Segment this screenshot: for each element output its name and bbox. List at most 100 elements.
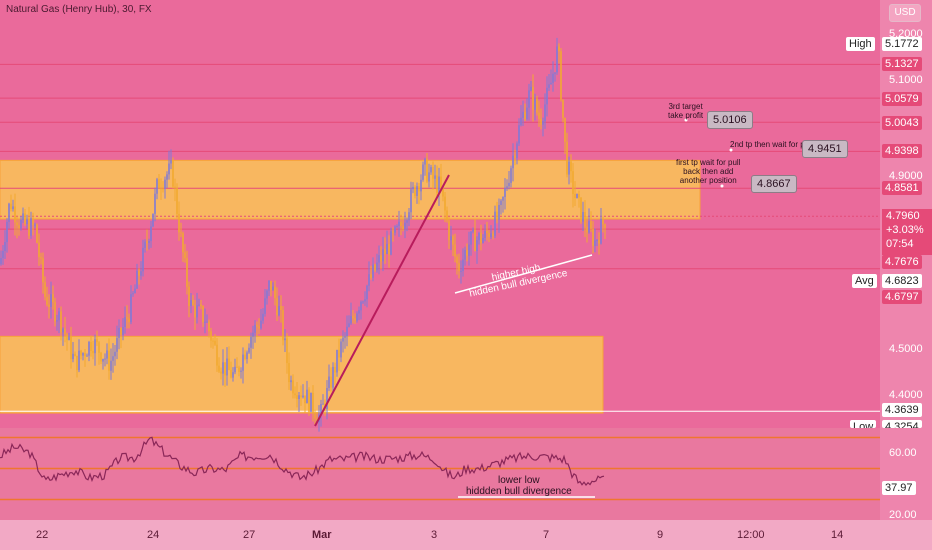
candle-body — [204, 321, 206, 323]
price-tick: 4.9000 — [889, 170, 923, 182]
time-tick: 12:00 — [737, 529, 765, 541]
candle-body — [596, 240, 598, 242]
candle-body — [242, 354, 244, 371]
candle-body — [300, 395, 302, 398]
candle-body — [212, 340, 214, 342]
candle-body — [188, 286, 190, 307]
rsi-div-line-1: lower low — [497, 475, 540, 486]
candle-body — [294, 393, 296, 396]
candle-body — [180, 232, 182, 234]
candle-body — [290, 380, 292, 383]
candle-body — [14, 206, 16, 223]
price-tick: 4.4000 — [889, 389, 923, 401]
candle-body — [488, 233, 490, 238]
candle-body — [78, 350, 80, 371]
candle-body — [536, 98, 538, 113]
candle-body — [184, 252, 186, 259]
candle-body — [552, 73, 554, 83]
candle-body — [482, 237, 484, 244]
candle-body — [160, 188, 162, 190]
candle-body — [348, 323, 350, 327]
candle-body — [518, 125, 520, 144]
candle-body — [58, 311, 60, 321]
candle-body — [168, 163, 170, 175]
candle-body — [356, 313, 358, 321]
candle-body — [554, 72, 556, 74]
candle-body — [186, 258, 188, 287]
candle-body — [8, 203, 10, 222]
candle-body — [508, 182, 510, 187]
candle-body — [276, 298, 278, 316]
candle-body — [246, 352, 248, 360]
level-tag: 5.0579 — [882, 92, 922, 106]
candle-body — [576, 193, 578, 199]
candle-body — [64, 328, 66, 335]
candle-body — [68, 336, 70, 341]
candle-body — [476, 240, 478, 252]
candle-body — [460, 270, 462, 272]
candle-body — [60, 311, 62, 333]
current-price: 4.7960 — [886, 210, 920, 222]
candle-body — [20, 219, 22, 229]
candle-body — [254, 324, 256, 333]
avg-value: 4.6823 — [882, 274, 922, 288]
time-tick: 7 — [543, 529, 550, 541]
candle-body — [510, 168, 512, 183]
tp1-marker — [720, 184, 724, 188]
candle-body — [526, 107, 528, 120]
candle-body — [406, 220, 408, 223]
tp2-label: 2nd tp then wait for pull back — [730, 140, 832, 149]
time-tick: 9 — [657, 529, 664, 541]
candle-body — [224, 362, 226, 376]
rsi-tick: 60.00 — [889, 447, 917, 459]
candle-body — [248, 347, 250, 353]
high-label: High — [846, 37, 875, 51]
candle-body — [402, 225, 404, 230]
candle-body — [306, 389, 308, 404]
candle-body — [66, 334, 68, 341]
candle-body — [336, 349, 338, 373]
candle-body — [74, 353, 76, 356]
low-label: Low — [850, 420, 877, 428]
price-tick: 4.5000 — [889, 343, 923, 355]
currency-button[interactable]: USD — [889, 4, 921, 22]
candle-body — [538, 112, 540, 119]
candle-body — [512, 155, 514, 169]
candle-body — [310, 392, 312, 412]
candle-body — [112, 356, 114, 361]
candle-body — [10, 203, 12, 210]
candle-body — [236, 366, 238, 368]
candle-body — [540, 118, 542, 125]
candle-body — [2, 250, 4, 259]
candle-body — [104, 358, 106, 360]
candle-body — [588, 221, 590, 233]
candle-body — [466, 250, 468, 256]
candle-body — [194, 304, 196, 318]
candle-body — [94, 339, 96, 354]
level-tag: 5.0043 — [882, 116, 922, 130]
tp1-note: first tp wait for pull back then add ano… — [676, 158, 740, 185]
candle-body — [516, 143, 518, 158]
candle-body — [392, 231, 394, 233]
candle-body — [470, 231, 472, 245]
candle-body — [444, 196, 446, 211]
candle-body — [582, 212, 584, 222]
candle-body — [542, 121, 544, 125]
bar-countdown: 07:54 — [886, 238, 914, 250]
candle-body — [4, 242, 6, 251]
candle-body — [54, 302, 56, 322]
candle-body — [176, 188, 178, 214]
candle-body — [62, 328, 64, 333]
candle-body — [572, 171, 574, 195]
candle-body — [28, 219, 30, 236]
candle-body — [182, 233, 184, 253]
candle-body — [436, 175, 438, 193]
price-divergence-line — [454, 254, 593, 294]
candle-body — [604, 224, 606, 228]
candle-body — [214, 340, 216, 345]
candle-body — [594, 240, 596, 246]
tp3-marker — [684, 118, 688, 122]
candle-body — [90, 342, 92, 351]
